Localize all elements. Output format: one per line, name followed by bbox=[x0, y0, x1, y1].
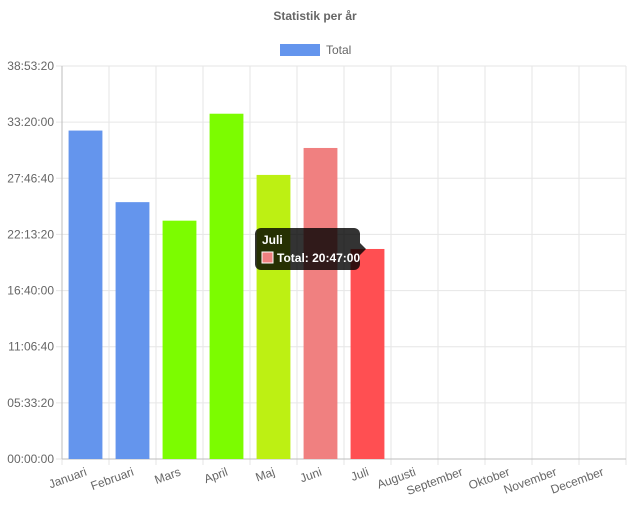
x-tick-label: Juni bbox=[298, 465, 323, 486]
tooltip-background bbox=[255, 228, 360, 270]
tooltip-label: Total: 20:47:00 bbox=[277, 251, 360, 265]
legend[interactable]: Total bbox=[280, 43, 351, 57]
y-tick-label: 38:53:20 bbox=[7, 59, 54, 73]
bar-april[interactable] bbox=[209, 113, 244, 459]
bar-juni[interactable] bbox=[303, 147, 338, 459]
bar-mars[interactable] bbox=[162, 220, 197, 459]
y-tick-label: 00:00:00 bbox=[7, 452, 54, 466]
x-tick-label: Juli bbox=[349, 465, 371, 484]
x-tick-label: Mars bbox=[153, 465, 183, 487]
x-tick-label: Januari bbox=[47, 465, 89, 492]
tooltip-caret bbox=[360, 243, 366, 255]
chart-title: Statistik per år bbox=[273, 9, 357, 23]
y-tick-labels: 00:00:00 05:33:20 11:06:40 16:40:00 22:13:20… bbox=[7, 59, 54, 466]
axes bbox=[61, 66, 626, 460]
y-tick-label: 27:46:40 bbox=[7, 171, 54, 185]
x-tick-label: Maj bbox=[254, 465, 277, 485]
x-tick-labels: Januari Februari Mars April Maj Juni Juli Augus… bbox=[47, 465, 606, 498]
tooltip-swatch bbox=[261, 251, 274, 264]
legend-swatch-total bbox=[280, 44, 320, 56]
legend-label-total: Total bbox=[326, 43, 351, 57]
y-tick-label: 22:13:20 bbox=[7, 227, 54, 241]
x-tick-label: Februari bbox=[89, 465, 136, 493]
bar-maj[interactable] bbox=[256, 174, 291, 459]
bar-februari[interactable] bbox=[115, 202, 150, 459]
tooltip-title: Juli bbox=[262, 233, 283, 247]
y-tick-label: 05:33:20 bbox=[7, 396, 54, 410]
x-tick-label: April bbox=[202, 465, 229, 486]
y-tick-label: 33:20:00 bbox=[7, 115, 54, 129]
x-tick-label: November bbox=[502, 465, 559, 497]
tooltip: Juli Total: 20:47:00 bbox=[255, 228, 366, 270]
y-tick-label: 16:40:00 bbox=[7, 284, 54, 298]
bar-juli[interactable] bbox=[350, 248, 385, 459]
bar-januari[interactable] bbox=[68, 130, 103, 460]
bars bbox=[68, 113, 385, 460]
y-tick-label: 11:06:40 bbox=[8, 340, 54, 354]
x-tick-label: December bbox=[549, 465, 606, 497]
